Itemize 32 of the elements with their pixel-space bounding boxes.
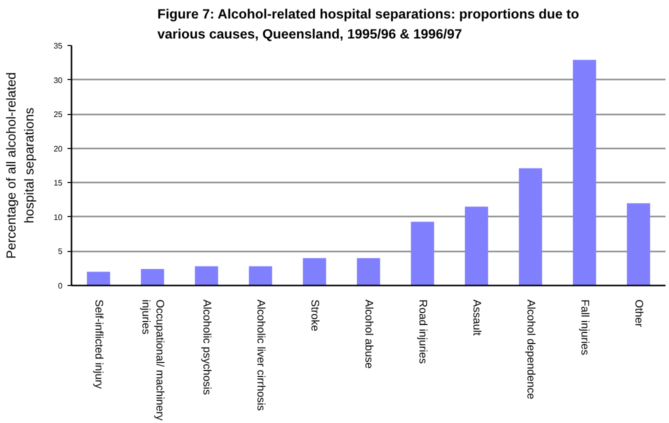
- x-tick-label: Road injuries: [416, 300, 428, 364]
- bar: [356, 258, 380, 286]
- x-tick-label: Self-inflicted injury: [92, 300, 104, 390]
- chart-title: Figure 7: Alcohol-related hospital separations: proportions due to various causes, Queensland, 1995/96 & 1996/97: [157, 6, 580, 42]
- x-tick-label: Occupational/ machinery injuries: [139, 300, 166, 422]
- bar: [626, 203, 650, 286]
- x-tick-label: Alcoholic psychosis: [200, 300, 212, 396]
- bar: [140, 269, 164, 286]
- y-tick-label: 15: [54, 178, 64, 188]
- y-tick-label: 35: [54, 42, 64, 50]
- bar: [302, 258, 326, 286]
- bar: [194, 266, 218, 286]
- bar: [410, 222, 434, 286]
- x-tick-label: Fall injuries: [578, 300, 590, 356]
- y-tick-label: 20: [54, 144, 64, 154]
- bar: [464, 206, 488, 286]
- x-tick-label: Assault: [470, 300, 482, 336]
- x-tick-label: Alcohol dependence: [524, 300, 536, 400]
- y-axis-title: Percentage of all alcohol-related hospital separations: [4, 72, 37, 259]
- bar: [572, 60, 596, 286]
- bar: [248, 266, 272, 286]
- x-tick-label: Alcoholic liver cirrhosis: [254, 300, 266, 412]
- y-tick-label: 10: [54, 212, 64, 222]
- x-tick-label: Alcohol abuse: [362, 300, 374, 369]
- y-tick-label: 25: [54, 110, 64, 120]
- y-tick-label: 0: [58, 282, 64, 290]
- x-tick-label: Other: [632, 300, 644, 328]
- y-tick-label: 5: [58, 247, 64, 256]
- bar: [86, 272, 110, 286]
- y-tick-label: 30: [54, 76, 64, 85]
- x-tick-label: Stroke: [308, 300, 320, 332]
- bar: [518, 168, 542, 286]
